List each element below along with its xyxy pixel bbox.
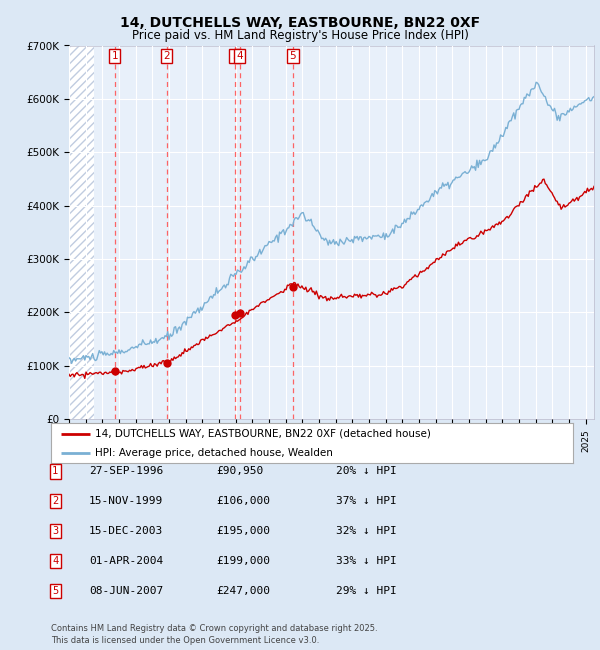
Text: 29% ↓ HPI: 29% ↓ HPI — [336, 586, 397, 596]
Text: 2: 2 — [52, 496, 58, 506]
Text: £195,000: £195,000 — [216, 526, 270, 536]
Text: 3: 3 — [232, 51, 238, 61]
Text: 33% ↓ HPI: 33% ↓ HPI — [336, 556, 397, 566]
Text: 14, DUTCHELLS WAY, EASTBOURNE, BN22 0XF: 14, DUTCHELLS WAY, EASTBOURNE, BN22 0XF — [120, 16, 480, 31]
Text: £106,000: £106,000 — [216, 496, 270, 506]
Text: 08-JUN-2007: 08-JUN-2007 — [89, 586, 163, 596]
Text: 15-DEC-2003: 15-DEC-2003 — [89, 526, 163, 536]
Text: 4: 4 — [236, 51, 243, 61]
Text: 1: 1 — [52, 466, 58, 476]
Text: Contains HM Land Registry data © Crown copyright and database right 2025.
This d: Contains HM Land Registry data © Crown c… — [51, 624, 377, 645]
Text: £247,000: £247,000 — [216, 586, 270, 596]
Text: 20% ↓ HPI: 20% ↓ HPI — [336, 466, 397, 476]
Text: 1: 1 — [112, 51, 118, 61]
Text: 01-APR-2004: 01-APR-2004 — [89, 556, 163, 566]
Text: 14, DUTCHELLS WAY, EASTBOURNE, BN22 0XF (detached house): 14, DUTCHELLS WAY, EASTBOURNE, BN22 0XF … — [95, 429, 431, 439]
Text: Price paid vs. HM Land Registry's House Price Index (HPI): Price paid vs. HM Land Registry's House … — [131, 29, 469, 42]
Text: 2: 2 — [164, 51, 170, 61]
Text: 4: 4 — [52, 556, 58, 566]
Text: 15-NOV-1999: 15-NOV-1999 — [89, 496, 163, 506]
Text: £90,950: £90,950 — [216, 466, 263, 476]
Text: 37% ↓ HPI: 37% ↓ HPI — [336, 496, 397, 506]
Text: 5: 5 — [52, 586, 58, 596]
Text: 32% ↓ HPI: 32% ↓ HPI — [336, 526, 397, 536]
Text: 3: 3 — [52, 526, 58, 536]
Text: HPI: Average price, detached house, Wealden: HPI: Average price, detached house, Weal… — [95, 448, 333, 458]
Text: £199,000: £199,000 — [216, 556, 270, 566]
Text: 5: 5 — [290, 51, 296, 61]
Text: 27-SEP-1996: 27-SEP-1996 — [89, 466, 163, 476]
